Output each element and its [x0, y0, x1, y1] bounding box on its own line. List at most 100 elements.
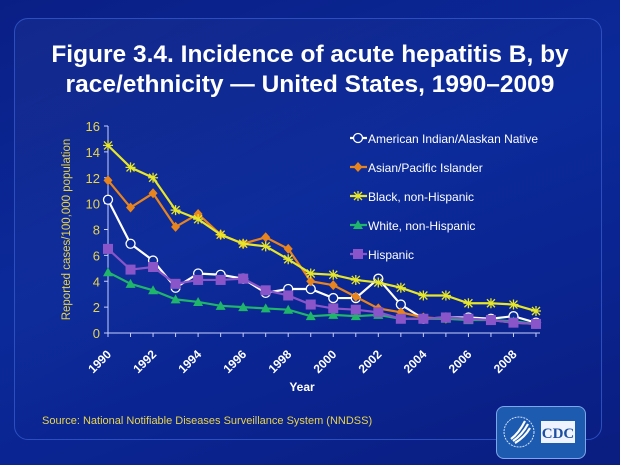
data-point — [508, 299, 519, 310]
x-tick-label: 1990 — [85, 347, 114, 376]
x-tick-label: 1996 — [220, 347, 249, 376]
data-point — [328, 269, 339, 280]
data-point — [283, 304, 294, 314]
data-point — [373, 307, 384, 318]
legend-marker — [353, 220, 363, 229]
data-point — [328, 280, 338, 291]
data-point — [125, 162, 136, 173]
legend-label: American Indian/Alaskan Native — [368, 132, 538, 146]
data-point — [531, 306, 541, 317]
data-point — [170, 278, 181, 289]
legend-marker — [353, 249, 363, 259]
x-tick-label: 2004 — [401, 347, 430, 376]
data-point — [485, 298, 496, 309]
y-tick-label: 4 — [93, 274, 100, 289]
data-point — [418, 290, 429, 301]
legend-marker — [353, 191, 363, 201]
data-point — [418, 313, 429, 324]
y-tick-label: 8 — [93, 223, 100, 238]
data-point — [305, 311, 316, 321]
data-point — [283, 243, 293, 254]
data-point — [261, 232, 271, 243]
data-point — [508, 317, 519, 328]
data-point — [125, 278, 136, 288]
x-tick-label: 2006 — [446, 347, 475, 376]
chart-title: Figure 3.4. Incidence of acute hepatitis… — [51, 41, 569, 98]
y-tick-label: 10 — [86, 197, 100, 212]
data-point — [193, 296, 204, 306]
y-tick-label: 2 — [93, 300, 100, 315]
data-point — [260, 285, 271, 296]
data-point — [170, 294, 181, 304]
x-tick-label: 2000 — [311, 347, 340, 376]
data-point — [328, 303, 339, 314]
legend-label: Black, non-Hispanic — [368, 190, 474, 204]
data-point — [148, 188, 158, 199]
data-point — [125, 238, 136, 249]
cdc-logo-text: CDC — [542, 426, 575, 442]
data-point — [395, 313, 406, 324]
data-point — [440, 312, 451, 323]
data-point — [350, 274, 361, 285]
data-point — [148, 262, 159, 273]
legend-label: White, non-Hispanic — [368, 219, 475, 233]
data-point — [328, 309, 339, 319]
hhs-eagle-icon: CDC — [503, 416, 575, 448]
x-tick-label: 2008 — [491, 347, 520, 376]
data-point — [305, 299, 316, 310]
data-point — [395, 282, 406, 293]
x-tick-label: 1994 — [175, 347, 204, 376]
x-tick-label: 2002 — [356, 347, 385, 376]
y-tick-label: 12 — [86, 171, 100, 186]
y-tick-label: 14 — [86, 145, 100, 160]
x-tick-label: 1992 — [130, 347, 159, 376]
legend-label: Asian/Pacific Islander — [368, 161, 483, 175]
data-point — [283, 290, 294, 301]
data-point — [260, 241, 271, 252]
data-point — [463, 298, 474, 309]
data-point — [170, 205, 181, 216]
data-point — [103, 175, 113, 186]
data-point — [350, 304, 361, 315]
data-point — [215, 300, 226, 310]
data-point — [171, 221, 181, 232]
data-point — [102, 194, 114, 205]
y-tick-label: 6 — [93, 248, 100, 263]
y-tick-label: 0 — [93, 326, 100, 341]
data-point — [103, 243, 113, 254]
data-point — [305, 268, 316, 279]
data-point — [531, 318, 541, 329]
data-point — [215, 229, 226, 240]
data-point — [373, 277, 384, 288]
data-point — [260, 303, 271, 313]
data-point — [238, 302, 249, 312]
y-axis-label: Reported cases/100,000 population — [61, 139, 73, 321]
data-point — [350, 311, 361, 321]
cdc-logo: CDC — [496, 406, 586, 459]
data-point — [148, 172, 159, 183]
legend-marker — [352, 132, 364, 144]
slide-panel — [14, 18, 602, 440]
data-point — [103, 267, 113, 277]
data-point — [103, 140, 113, 151]
legend-label: Hispanic — [368, 248, 414, 262]
source-note: Source: National Notifiable Diseases Sur… — [42, 415, 373, 427]
x-axis-label: Year — [289, 380, 315, 394]
data-point — [485, 315, 496, 326]
data-point — [463, 313, 474, 324]
y-tick-label: 16 — [86, 119, 100, 134]
data-point — [193, 214, 204, 225]
data-point — [351, 291, 361, 302]
data-point — [193, 274, 204, 285]
data-point — [126, 202, 136, 213]
data-point — [238, 273, 249, 284]
data-point — [125, 264, 136, 275]
data-point — [283, 254, 294, 265]
data-point — [440, 290, 451, 301]
data-point — [328, 292, 339, 304]
x-tick-label: 1998 — [266, 347, 295, 376]
series-line-2 — [107, 144, 537, 313]
data-point — [215, 274, 226, 285]
legend-marker — [353, 162, 363, 172]
